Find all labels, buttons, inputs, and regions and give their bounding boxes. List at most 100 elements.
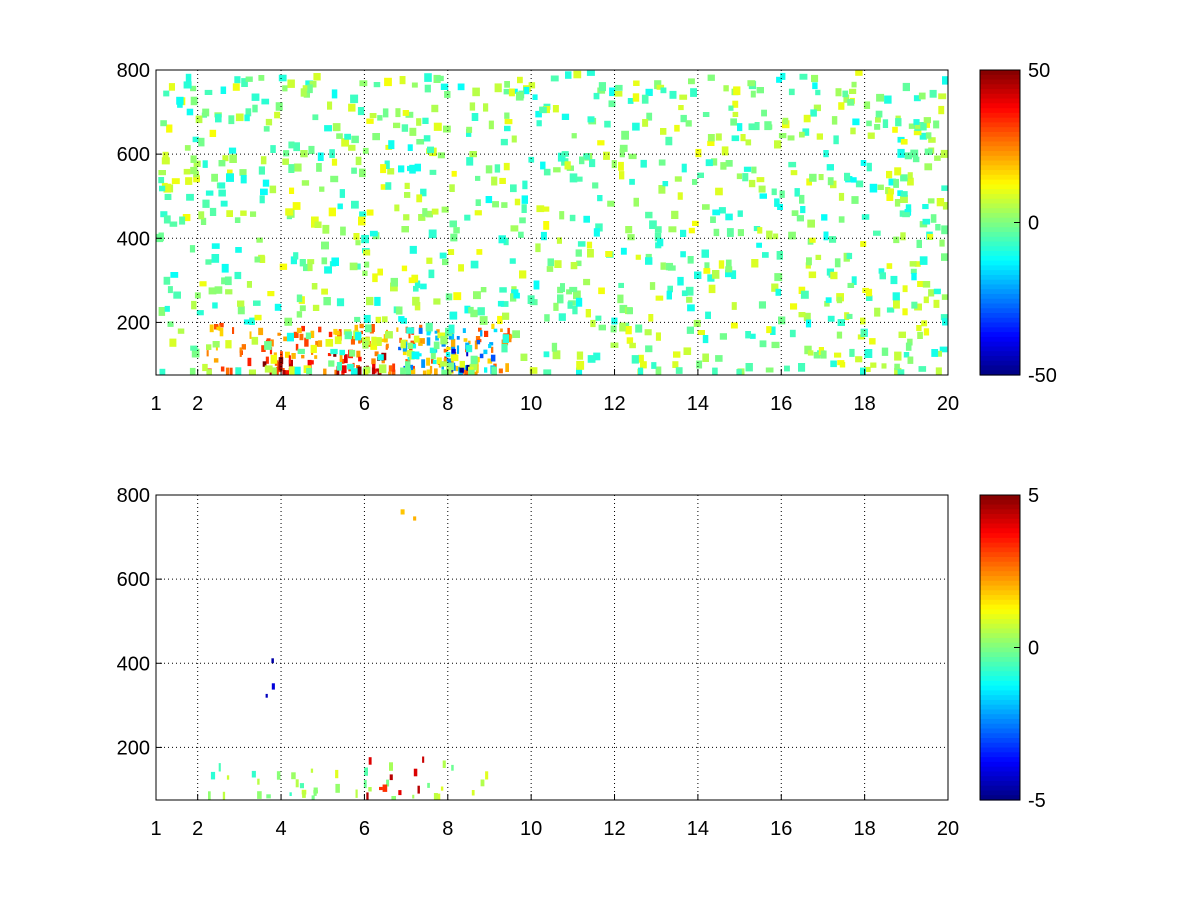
heatmap-cell (770, 326, 776, 335)
heatmap-cell (902, 285, 908, 293)
heatmap-cell (336, 133, 343, 139)
heatmap-cell (400, 367, 406, 375)
heatmap-cell (436, 329, 440, 334)
heatmap-cell (427, 146, 434, 154)
heatmap-cell (239, 169, 247, 176)
heatmap-cell (888, 178, 896, 186)
heatmap-cell (725, 259, 732, 268)
heatmap-cell (441, 369, 448, 375)
colorbar-segment (980, 117, 1020, 124)
heatmap-cell (799, 131, 805, 138)
heatmap-cell (424, 73, 432, 82)
y-tick-label: 600 (117, 569, 150, 591)
heatmap-cell (443, 125, 451, 133)
heatmap-cell (774, 198, 780, 207)
heatmap-cell (391, 369, 396, 375)
heatmap-cell (907, 172, 913, 179)
colorbar-segment (980, 260, 1020, 266)
heatmap-cell (849, 88, 857, 94)
heatmap-cell (490, 354, 496, 362)
heatmap-cell (212, 341, 220, 348)
x-tick-label: 16 (770, 818, 792, 840)
heatmap-cell (377, 354, 384, 361)
heatmap-cell (522, 180, 528, 190)
heatmap-cell (429, 347, 437, 354)
heatmap-cell (353, 233, 360, 240)
heatmap-cell (216, 326, 220, 331)
heatmap-cell (507, 327, 510, 335)
heatmap-cell (453, 292, 462, 301)
heatmap-cell (372, 364, 376, 371)
heatmap-cell (271, 658, 274, 664)
heatmap-cell (219, 322, 224, 328)
heatmap-cell (654, 226, 662, 233)
heatmap-cell (576, 367, 583, 375)
heatmap-cell (309, 360, 314, 365)
colorbar-segment (980, 523, 1020, 529)
heatmap-cell (409, 245, 417, 254)
heatmap-cell (476, 340, 481, 345)
heatmap-cell (411, 343, 417, 349)
heatmap-cell (302, 85, 310, 91)
colorbar-segment (980, 499, 1020, 506)
heatmap-cell (575, 249, 582, 257)
heatmap-cell (348, 367, 352, 372)
heatmap-cell (771, 283, 779, 292)
colorbar-segment (980, 580, 1020, 587)
colorbar-segment (980, 217, 1020, 224)
heatmap-cell (170, 272, 179, 278)
heatmap-cell (933, 120, 940, 129)
heatmap-cell (190, 96, 198, 106)
heatmap-cell (536, 120, 542, 127)
heatmap-cell (838, 192, 845, 201)
colorbar: 50 0 -50 (979, 60, 1057, 387)
heatmap-cell (886, 307, 895, 313)
heatmap-cell (235, 113, 244, 122)
heatmap-cell (274, 111, 281, 119)
heatmap-cell (360, 330, 363, 335)
heatmap-cell (468, 340, 471, 345)
heatmap-cell (293, 366, 301, 375)
heatmap-cell (398, 790, 402, 796)
heatmap-cell (232, 83, 240, 91)
heatmap-cell (504, 125, 511, 132)
heatmap-cell (834, 352, 842, 358)
colorbar-segment (980, 552, 1020, 558)
heatmap-cell (790, 303, 798, 310)
heatmap-cell (589, 159, 596, 168)
heatmap-cell (633, 197, 639, 207)
heatmap-cell (533, 280, 540, 290)
heatmap-cell (861, 214, 870, 220)
heatmap-cell (750, 333, 756, 339)
heatmap-cell (569, 173, 578, 183)
heatmap-cell (905, 204, 912, 212)
heatmap-cell (907, 356, 914, 364)
heatmap-cell (307, 259, 315, 265)
plot-background (156, 495, 948, 800)
colorbar-segment (980, 761, 1020, 768)
heatmap-cell (941, 253, 948, 261)
heatmap-cell (536, 205, 545, 213)
heatmap-cell (437, 793, 441, 800)
heatmap-cell (655, 295, 664, 301)
heatmap-cell (351, 200, 359, 209)
heatmap-cell (847, 98, 855, 106)
heatmap-cell (263, 126, 270, 132)
heatmap-cell (503, 237, 509, 246)
heatmap-cell (277, 332, 281, 336)
heatmap-cell (632, 93, 640, 102)
heatmap-cell (557, 152, 566, 162)
heatmap-cell (440, 786, 444, 791)
heatmap-cell (651, 362, 657, 369)
heatmap-cell (404, 192, 411, 198)
heatmap-cells (208, 509, 489, 800)
heatmap-cell (851, 196, 859, 204)
heatmap-cell (913, 95, 921, 102)
heatmap-cell (743, 166, 752, 172)
colorbar-segment (980, 303, 1020, 309)
heatmap-cell (860, 329, 867, 337)
heatmap-cell (935, 224, 941, 231)
heatmap-cell (745, 139, 752, 146)
heatmap-cells (156, 70, 948, 375)
heatmap-cell (491, 323, 495, 329)
